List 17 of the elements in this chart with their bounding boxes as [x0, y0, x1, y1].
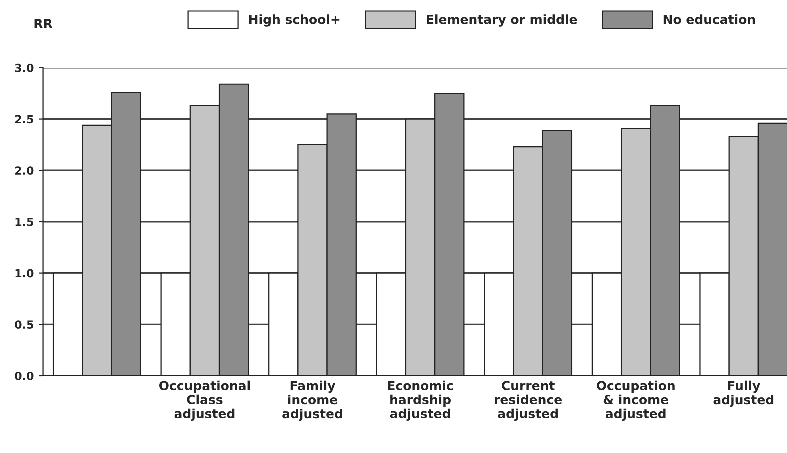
x-tick-label: Fully adjusted	[714, 380, 774, 408]
x-tick-label: Occupation & income adjusted	[596, 380, 675, 422]
legend-label: No education	[664, 14, 756, 24]
legend-label: High school+	[249, 14, 340, 27]
y-tick-label: 3.0	[15, 64, 34, 72]
y-tick-label: 1.0	[16, 269, 34, 278]
y-tick-label: 1.5	[16, 218, 34, 226]
y-tick-label: 0.5	[15, 320, 34, 330]
x-tick-label: Family income adjusted	[282, 380, 342, 422]
y-axis-title: RR	[34, 19, 53, 28]
x-tick-label: Economic hardship adjusted	[388, 380, 454, 422]
legend-label: Elementary or middle	[427, 14, 578, 27]
y-tick-label: 2.0	[15, 166, 34, 176]
y-tick-label: 0.0	[15, 372, 34, 380]
x-tick-label: Occupational Class adjusted	[159, 380, 250, 422]
y-tick-label: 2.5	[15, 115, 34, 124]
x-tick-label: Current residence adjusted	[495, 381, 562, 422]
